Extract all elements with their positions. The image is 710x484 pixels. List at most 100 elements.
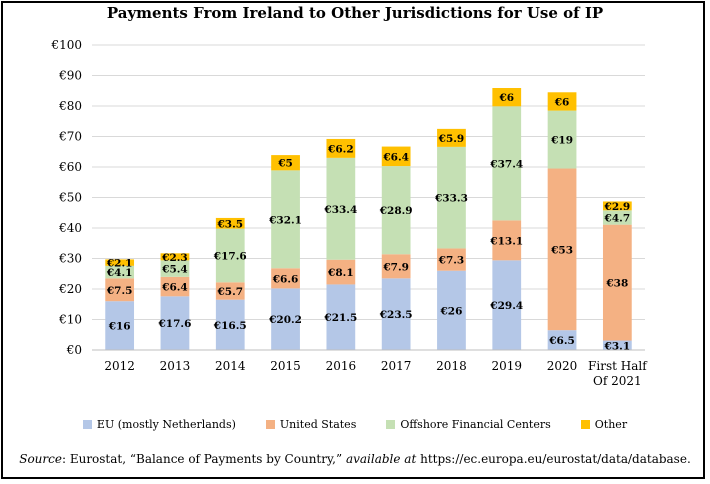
source-text-1: : Eurostat, “Balance of Payments by Coun…	[61, 452, 346, 466]
y-tick-label: €80	[58, 99, 82, 113]
bar-segment	[160, 260, 190, 277]
source-prefix: Source	[19, 452, 62, 466]
data-label: €16.5	[213, 320, 247, 332]
bar-segment	[602, 210, 632, 225]
bar-segment	[105, 301, 135, 350]
data-label: €6.6	[272, 273, 299, 285]
bar-segment	[437, 146, 466, 249]
bar-segment	[160, 253, 190, 261]
data-label: €13.1	[489, 235, 523, 247]
data-label: €4.1	[106, 267, 133, 279]
bar-segment	[215, 217, 245, 229]
legend-item: EU (mostly Netherlands)	[82, 418, 236, 431]
y-tick-label: €60	[58, 160, 82, 174]
data-label: €7.5	[106, 285, 133, 297]
x-tick-label: 2017	[381, 359, 412, 373]
bar-segment	[160, 276, 190, 297]
x-tick-label: 2012	[104, 359, 135, 373]
x-tick-label: 2016	[326, 359, 357, 373]
x-tick-label: 2018	[436, 359, 467, 373]
source-available-at: available at	[345, 452, 417, 466]
legend-swatch	[82, 420, 92, 429]
legend-item: Offshore Financial Centers	[386, 418, 551, 431]
data-label: €6	[554, 96, 570, 108]
data-label: €5.4	[161, 264, 188, 276]
y-tick-label: €90	[58, 69, 82, 83]
x-tick-label: First Half	[588, 359, 648, 373]
bar-segment	[437, 248, 466, 271]
source-note: Source: Eurostat, “Balance of Payments b…	[0, 452, 710, 466]
bar-segment	[547, 330, 577, 350]
bar-segment	[105, 278, 135, 302]
data-label: €17.6	[158, 318, 192, 330]
data-label: €6.4	[161, 282, 188, 294]
x-tick-label: 2014	[215, 359, 246, 373]
bar-segment	[326, 284, 356, 350]
bar-segment	[326, 259, 356, 285]
data-label: €4.7	[604, 212, 631, 224]
data-label: €3.1	[604, 340, 631, 352]
bar-segment	[437, 128, 466, 147]
bar-segment	[547, 92, 577, 111]
data-label: €28.9	[379, 205, 413, 217]
bar-segment	[271, 170, 300, 269]
source-text-2: https://ec.europa.eu/eurostat/data/datab…	[416, 452, 691, 466]
x-tick-label: 2015	[270, 359, 301, 373]
chart-title: Payments From Ireland to Other Jurisdict…	[106, 4, 604, 22]
bar-segment	[602, 340, 632, 350]
bar-segment	[105, 259, 135, 266]
bar-segment	[326, 138, 356, 158]
legend-item: United States	[265, 418, 357, 431]
bar-segment	[437, 270, 466, 350]
data-label: €6.4	[382, 151, 409, 163]
legend-label: Other	[594, 418, 628, 431]
data-label: €20.2	[268, 314, 302, 326]
bar-segment	[547, 168, 577, 331]
legend-swatch	[386, 420, 396, 429]
bar-segment	[381, 278, 411, 350]
bar-segment	[602, 224, 632, 341]
data-label: €3.5	[216, 218, 243, 230]
data-label: €7.3	[438, 255, 465, 267]
data-label: €26	[439, 305, 462, 317]
y-tick-label: €20	[58, 282, 82, 296]
y-tick-label: €40	[58, 221, 82, 235]
data-label: €8.1	[327, 267, 354, 279]
legend-label: United States	[279, 418, 357, 431]
legend-label: Offshore Financial Centers	[400, 418, 551, 431]
data-label: €17.6	[213, 250, 247, 262]
x-tick-label: 2019	[491, 359, 522, 373]
data-label: €2.9	[604, 201, 631, 213]
data-label: €53	[550, 244, 573, 256]
data-label: €5	[277, 158, 293, 170]
bar-segment	[160, 296, 190, 350]
x-tick-label: 2013	[160, 359, 191, 373]
data-label: €21.5	[323, 312, 357, 324]
legend-item: Other	[580, 418, 628, 431]
data-label: €7.9	[382, 261, 409, 273]
bar-segment	[105, 265, 135, 279]
data-label: €19	[550, 135, 573, 147]
data-label: €33.3	[434, 193, 468, 205]
data-label: €16	[108, 321, 131, 333]
data-label: €37.4	[489, 158, 523, 170]
bar-segment	[381, 166, 411, 255]
data-label: €23.5	[379, 309, 413, 321]
y-tick-label: €50	[58, 191, 82, 205]
y-tick-label: €10	[58, 313, 82, 327]
legend-swatch	[265, 420, 275, 429]
bar-segment	[215, 299, 245, 350]
bar-segment	[271, 155, 300, 171]
bar-segment	[215, 282, 245, 300]
data-label: €32.1	[268, 214, 302, 226]
bar-segment	[381, 146, 411, 167]
data-label: €6.2	[327, 143, 354, 155]
x-tick-label: 2020	[547, 359, 578, 373]
bar-segment	[381, 254, 411, 279]
bar-segment	[492, 88, 522, 107]
data-label: €2.1	[106, 258, 133, 270]
bar-segment	[602, 201, 632, 211]
data-label: €38	[605, 278, 628, 290]
y-tick-label: €0	[66, 343, 82, 357]
